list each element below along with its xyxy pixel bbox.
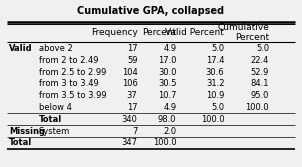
Text: 30.6: 30.6 bbox=[206, 67, 224, 76]
Text: from 2 to 2.49: from 2 to 2.49 bbox=[39, 56, 98, 65]
Text: 52.9: 52.9 bbox=[251, 67, 269, 76]
Text: 100.0: 100.0 bbox=[246, 103, 269, 112]
Text: 95.0: 95.0 bbox=[251, 91, 269, 100]
Text: 59: 59 bbox=[127, 56, 137, 65]
Text: below 4: below 4 bbox=[39, 103, 72, 112]
Text: from 2.5 to 2.99: from 2.5 to 2.99 bbox=[39, 67, 106, 76]
Text: Cumulative GPA, collapsed: Cumulative GPA, collapsed bbox=[77, 6, 225, 16]
Text: 30.0: 30.0 bbox=[158, 67, 176, 76]
Text: 98.0: 98.0 bbox=[158, 115, 176, 124]
Text: Missing: Missing bbox=[9, 127, 45, 136]
Text: 17: 17 bbox=[127, 103, 137, 112]
Text: 10.7: 10.7 bbox=[158, 91, 176, 100]
Text: 84.1: 84.1 bbox=[251, 79, 269, 88]
Text: 4.9: 4.9 bbox=[163, 44, 176, 53]
Text: 10.9: 10.9 bbox=[206, 91, 224, 100]
Text: from 3 to 3.49: from 3 to 3.49 bbox=[39, 79, 98, 88]
Text: Valid Percent: Valid Percent bbox=[165, 28, 224, 37]
Text: 347: 347 bbox=[121, 138, 137, 147]
Text: 17: 17 bbox=[127, 44, 137, 53]
Text: Total: Total bbox=[9, 138, 32, 147]
Text: 106: 106 bbox=[122, 79, 137, 88]
Text: 17.4: 17.4 bbox=[206, 56, 224, 65]
Text: from 3.5 to 3.99: from 3.5 to 3.99 bbox=[39, 91, 106, 100]
Text: 5.0: 5.0 bbox=[256, 44, 269, 53]
Text: 340: 340 bbox=[122, 115, 137, 124]
Text: Total: Total bbox=[39, 115, 62, 124]
Text: 7: 7 bbox=[132, 127, 137, 136]
Text: Percent: Percent bbox=[142, 28, 176, 37]
Text: 17.0: 17.0 bbox=[158, 56, 176, 65]
Text: 4.9: 4.9 bbox=[163, 103, 176, 112]
Text: 104: 104 bbox=[122, 67, 137, 76]
Text: System: System bbox=[39, 127, 70, 136]
Text: Frequency: Frequency bbox=[91, 28, 137, 37]
Text: 30.5: 30.5 bbox=[158, 79, 176, 88]
Text: 100.0: 100.0 bbox=[153, 138, 176, 147]
Text: 37: 37 bbox=[127, 91, 137, 100]
Text: 100.0: 100.0 bbox=[201, 115, 224, 124]
Text: 5.0: 5.0 bbox=[211, 103, 224, 112]
Text: above 2: above 2 bbox=[39, 44, 72, 53]
Text: Valid: Valid bbox=[9, 44, 33, 53]
Text: 22.4: 22.4 bbox=[251, 56, 269, 65]
Text: 5.0: 5.0 bbox=[211, 44, 224, 53]
Text: 31.2: 31.2 bbox=[206, 79, 224, 88]
Text: Cumulative
Percent: Cumulative Percent bbox=[217, 23, 269, 42]
Text: 2.0: 2.0 bbox=[163, 127, 176, 136]
